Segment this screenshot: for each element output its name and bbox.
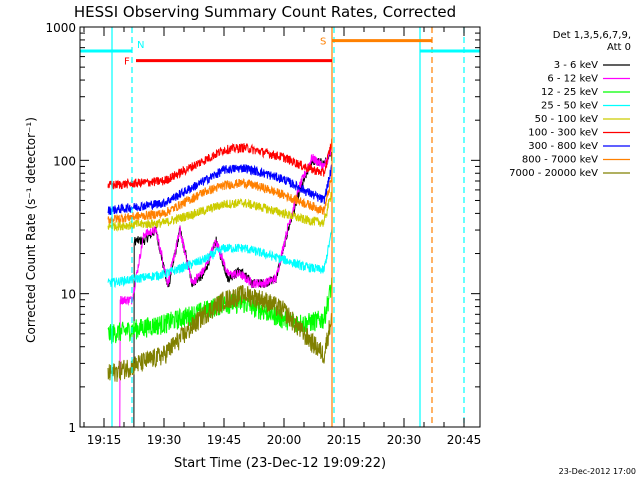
series-line-9 [107, 284, 333, 382]
x-tick-label: 20:45 [447, 433, 482, 447]
y-tick-label: 1000 [45, 21, 76, 35]
x-tick-label: 20:30 [387, 433, 422, 447]
x-axis-label: Start Time (23-Dec-12 19:09:22) [174, 456, 386, 471]
flag-label-s: S [320, 37, 326, 48]
legend-entry-7: 300 - 800 keV [528, 141, 598, 152]
y-tick-label: 10 [61, 288, 76, 302]
x-tick-label: 19:45 [207, 433, 242, 447]
legend-entry-9: 7000 - 20000 keV [509, 168, 598, 179]
series-line-7 [107, 164, 333, 216]
series-line-8 [107, 174, 333, 224]
axes: 1 10 100 1000 19:15 19:30 19:45 20:00 20:15 20:30… [45, 21, 481, 447]
y-axis-label: Corrected Count Rate (s⁻¹ detector⁻¹) [24, 117, 38, 343]
series-line-4 [107, 228, 333, 289]
flag-label-f: F [124, 57, 130, 68]
y-tick-label: 1 [68, 421, 76, 435]
legend-entry-2: 6 - 12 keV [547, 74, 598, 85]
legend-entry-3: 12 - 25 keV [541, 87, 598, 98]
x-tick-label: 19:15 [87, 433, 122, 447]
legend-entry-8: 800 - 7000 keV [522, 155, 598, 166]
legend-header-line: Att 0 [607, 42, 631, 53]
legend-header-line: Det 1,3,5,6,7,9, [553, 30, 631, 41]
reference-lines: FN S [80, 27, 480, 427]
legend-entry-5: 50 - 100 keV [535, 114, 599, 125]
legend-entry-6: 100 - 300 keV [528, 128, 598, 139]
series-line-2 [108, 147, 333, 428]
y-tick-label: 100 [53, 154, 76, 168]
series-line-1 [108, 151, 333, 428]
plot-footer-date: 23-Dec-2012 17:00 [559, 467, 636, 476]
plot-frame [79, 26, 481, 428]
chart-title: HESSI Observing Summary Count Rates, Cor… [74, 3, 456, 21]
flag-label-n: N [137, 40, 144, 51]
legend: Det 1,3,5,6,7,9,Att 0 3 - 6 keV 6 - 12 keV… [509, 30, 631, 179]
series-line-5 [107, 188, 333, 232]
legend-entry-4: 25 - 50 keV [541, 101, 598, 112]
data-layer [107, 138, 333, 428]
x-tick-label: 19:30 [147, 433, 182, 447]
x-tick-label: 20:00 [267, 433, 302, 447]
legend-entry-1: 3 - 6 keV [554, 60, 598, 71]
series-line-6 [107, 138, 333, 190]
x-tick-label: 20:15 [327, 433, 362, 447]
